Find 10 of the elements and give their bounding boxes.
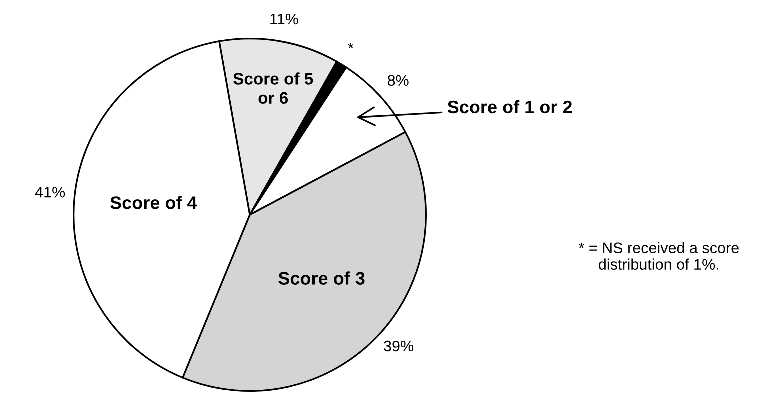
slice-label: Score of 4 [110,196,198,210]
data-label: 41% [35,187,66,198]
slice-label: Score of 5 or 6 [234,72,314,104]
slice-label: * [348,43,354,48]
slice-label: Score of 3 [278,272,365,285]
data-label: 8% [388,75,409,86]
text: * = NS received a score distribution of 1%. [578,242,739,270]
data-label: 39% [384,340,414,352]
data-label: 11% [270,14,298,25]
slice-label: Score of 1 or 2 [448,100,572,114]
